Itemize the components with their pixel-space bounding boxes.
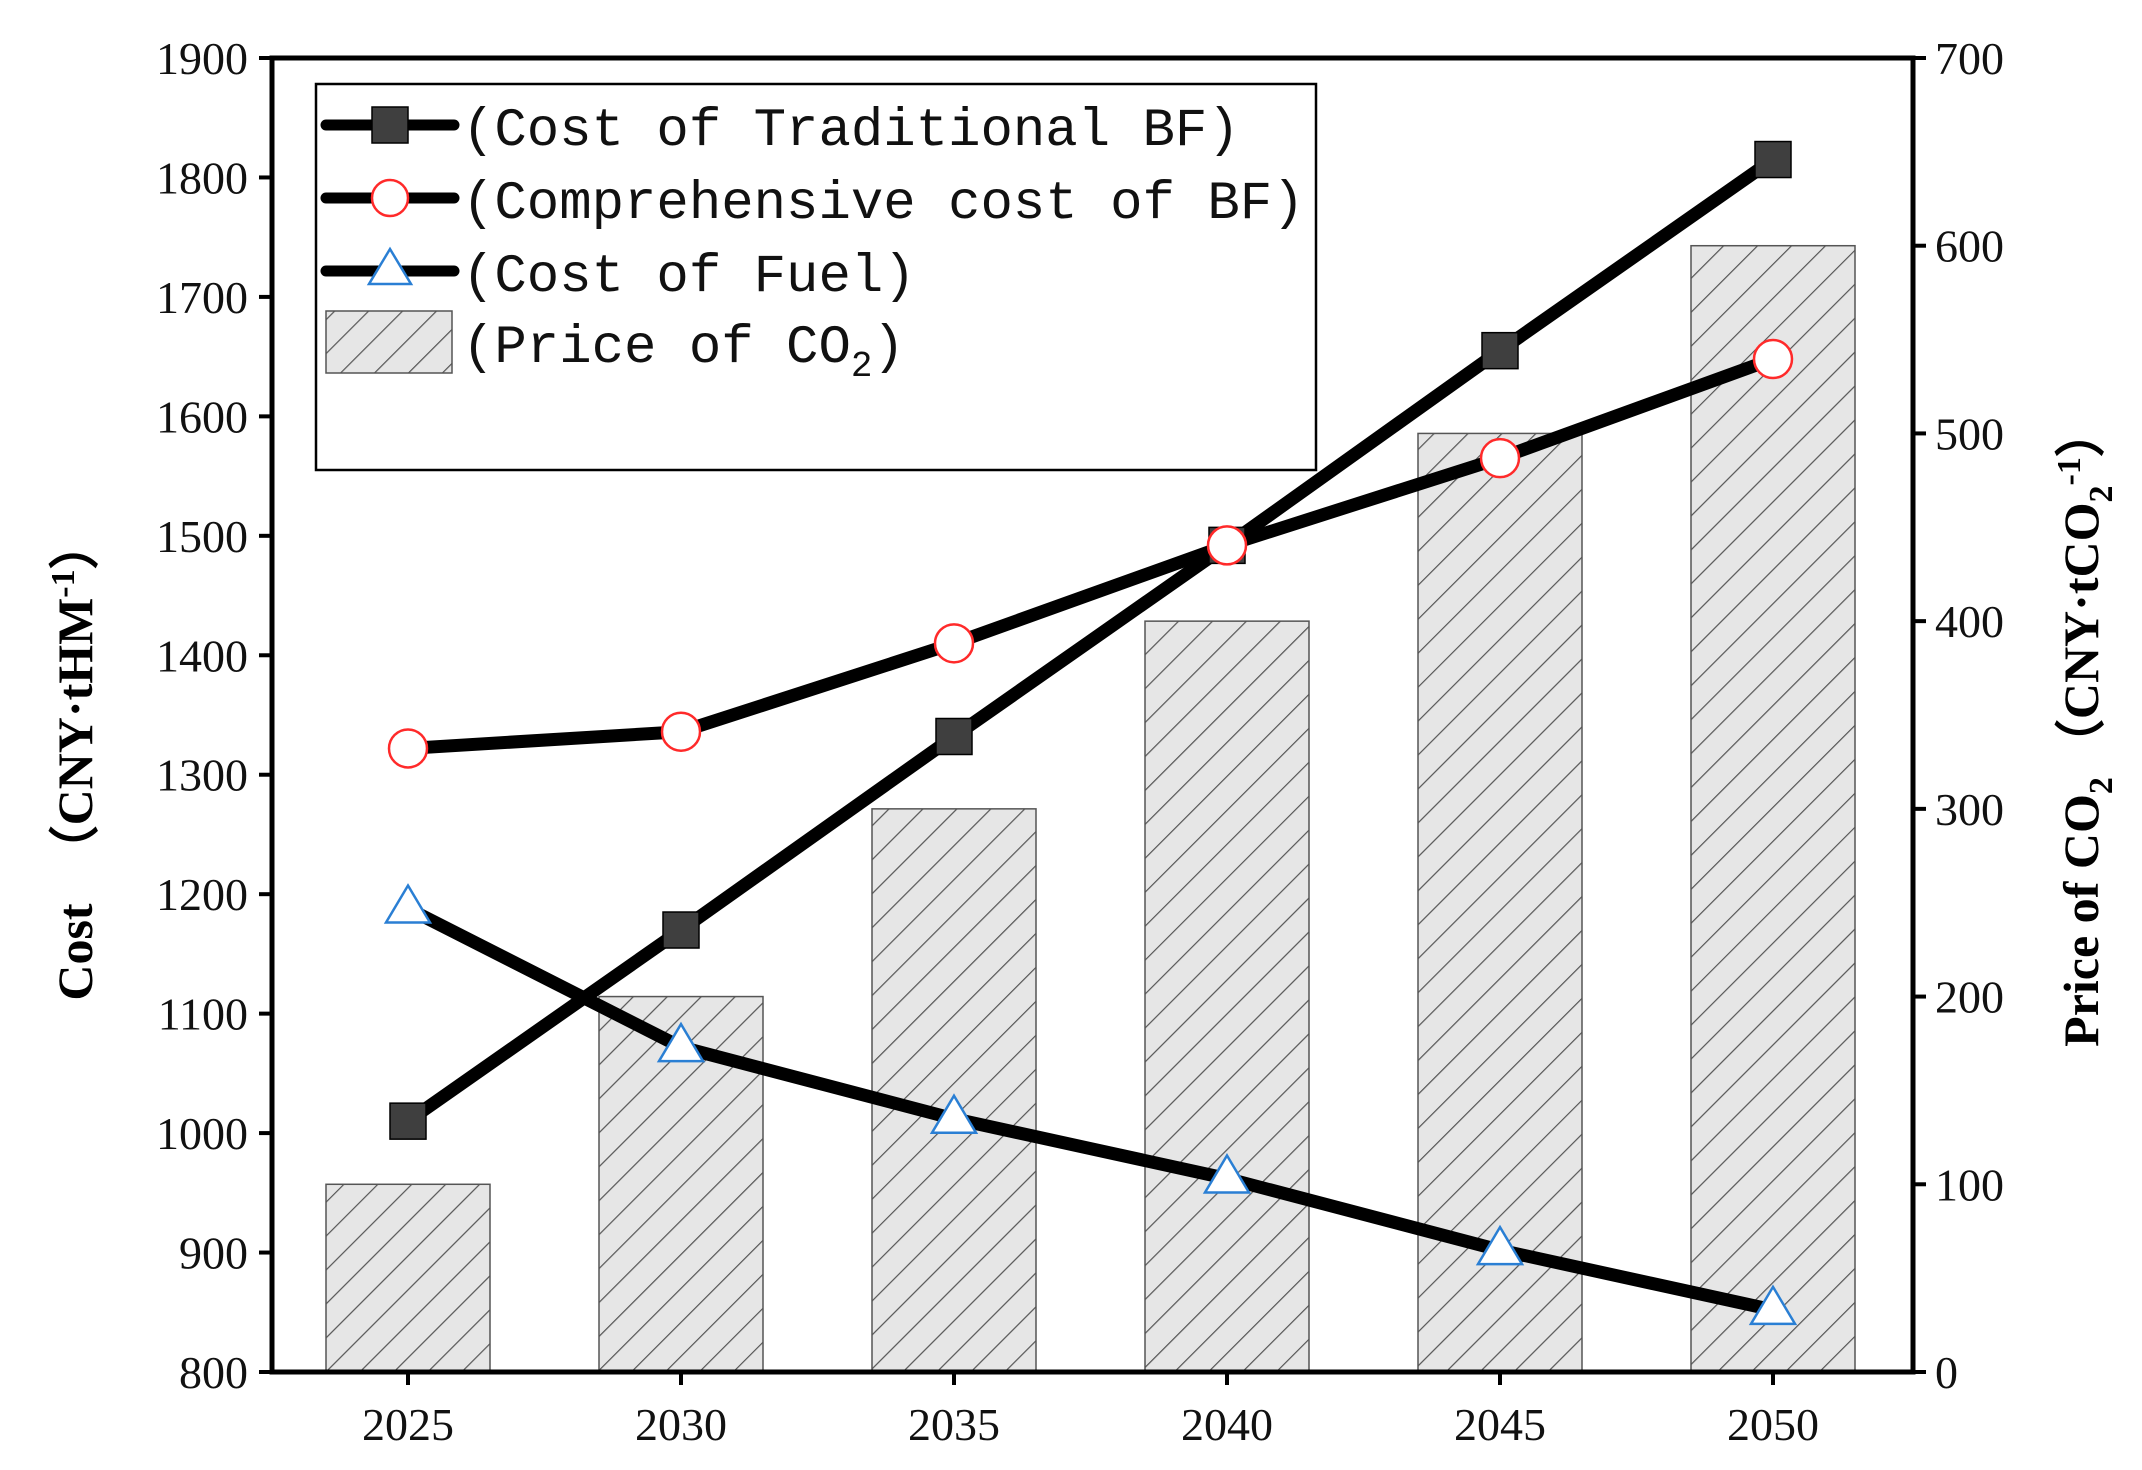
traditional-bf-point	[662, 911, 700, 949]
co2-price-bar	[1144, 620, 1310, 1373]
co2-price-bar	[871, 808, 1037, 1373]
right-axis-ticks: 0 100 200 300 400 500 600 700	[1913, 33, 2004, 1398]
comprehensive-bf-point	[1479, 437, 1521, 479]
left-tick-label: 900	[179, 1228, 248, 1279]
right-tick-label: 600	[1935, 221, 2004, 272]
x-tick-label: 2025	[362, 1399, 454, 1450]
right-tick-label: 0	[1935, 1347, 1958, 1398]
right-axis-title: Price of CO2（CNY·tCO2-1）	[2051, 407, 2120, 1047]
x-tick-label: 2050	[1727, 1399, 1819, 1450]
left-tick-label: 1900	[156, 33, 248, 84]
legend-box	[314, 82, 1318, 472]
legend-label-comprehensive: (Comprehensive cost of BF)	[462, 174, 1305, 235]
left-tick-label: 1400	[156, 630, 248, 681]
legend-label-traditional: (Cost of Traditional BF)	[462, 101, 1240, 162]
right-tick-label: 400	[1935, 596, 2004, 647]
co2-price-bar	[1690, 244, 1856, 1373]
left-tick-label: 1700	[156, 272, 248, 323]
fuel-cost-point	[1748, 1284, 1798, 1326]
x-tick-label: 2035	[908, 1399, 1000, 1450]
fuel-cost-point	[1475, 1224, 1525, 1266]
left-tick-label: 1300	[156, 750, 248, 801]
left-tick-label: 1800	[156, 152, 248, 203]
left-tick-label: 1100	[158, 989, 248, 1040]
left-axis-title: Cost（CNY·tHM-1）	[45, 519, 103, 1000]
right-tick-label: 700	[1935, 33, 2004, 84]
left-tick-label: 1500	[156, 511, 248, 562]
x-tick-label: 2030	[635, 1399, 727, 1450]
fuel-cost-point	[1202, 1153, 1252, 1194]
comprehensive-bf-point	[1752, 338, 1794, 380]
comprehensive-bf-point	[660, 711, 702, 752]
legend-marker-bar	[325, 310, 453, 374]
lines-layer	[383, 140, 1798, 1326]
x-tick-label: 2045	[1454, 1399, 1546, 1450]
x-tick-label: 2040	[1181, 1399, 1273, 1450]
co2-price-bar	[325, 1183, 491, 1373]
series-line-filled-square	[401, 153, 1780, 1128]
comprehensive-bf-point	[387, 728, 429, 769]
comprehensive-bf-point	[1206, 525, 1248, 566]
co2-price-bar	[1417, 432, 1583, 1373]
x-axis-ticks: 2025 2030 2035 2040 2045 2050	[362, 1372, 1819, 1450]
bars-layer	[325, 244, 1856, 1373]
right-tick-label: 200	[1935, 972, 2004, 1023]
left-tick-label: 1600	[156, 391, 248, 442]
series-line-open-circle	[401, 352, 1780, 755]
right-tick-label: 300	[1935, 784, 2004, 835]
traditional-bf-point	[1481, 331, 1519, 370]
legend-marker-circle	[370, 178, 410, 218]
fuel-cost-point	[656, 1021, 706, 1063]
legend-label-fuel: (Cost of Fuel)	[462, 247, 916, 308]
traditional-bf-point	[389, 1102, 427, 1140]
right-tick-label: 100	[1935, 1159, 2004, 1210]
traditional-bf-point	[935, 717, 973, 756]
plot-frame	[269, 55, 1916, 1375]
legend-marker-square	[371, 106, 409, 144]
fuel-cost-point	[383, 883, 433, 924]
legend: (Cost of Traditional BF) (Comprehensive …	[314, 82, 1318, 472]
comprehensive-bf-point	[933, 623, 975, 664]
traditional-bf-point	[1754, 140, 1792, 179]
series-line-open-triangle	[401, 902, 1780, 1317]
right-tick-label: 500	[1935, 408, 2004, 459]
left-axis-ticks: 800 900 1000 1100 1200 1300 1400 1500 1600 1700 18…	[156, 33, 272, 1398]
left-tick-label: 1000	[156, 1108, 248, 1159]
left-tick-label: 800	[179, 1347, 248, 1398]
legend-marker-triangle	[366, 246, 414, 286]
left-tick-label: 1200	[156, 869, 248, 920]
fuel-cost-point	[929, 1093, 979, 1135]
legend-label-co2: (Price of CO2)	[462, 318, 905, 387]
